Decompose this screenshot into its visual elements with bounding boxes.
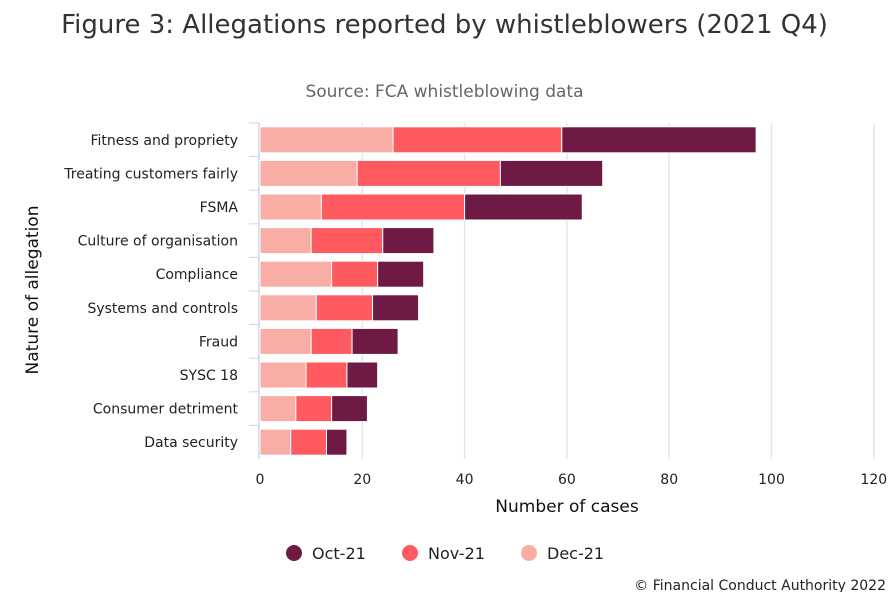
x-tick-label: 120 [860,472,887,488]
x-axis-label: Number of cases [495,497,639,517]
bar-dec-21 [259,159,358,187]
chart-subtitle: Source: FCA whistleblowing data [305,82,584,102]
bar-oct-21 [561,126,757,154]
bar-oct-21 [331,395,368,423]
bar-oct-21 [464,193,583,221]
legend-marker [286,545,302,561]
bar-dec-21 [259,361,307,389]
bar-dec-21 [259,294,317,322]
legend-label: Oct-21 [312,544,366,563]
y-tick-label: Data security [144,435,238,451]
bar-nov-21 [290,428,327,456]
chart-title: Figure 3: Allegations reported by whistl… [61,10,828,40]
x-tick-label: 80 [660,472,678,488]
bar-nov-21 [295,395,333,423]
bar-dec-21 [259,126,394,154]
y-axis-label: Nature of allegation [23,206,43,375]
bar-oct-21 [325,428,348,456]
y-tick-label: Systems and controls [87,301,238,317]
y-tick-label: FSMA [200,200,239,216]
y-tick-label: SYSC 18 [180,368,238,384]
bar-dec-21 [259,260,333,288]
x-tick-label: 20 [353,472,371,488]
bar-dec-21 [259,193,322,221]
bar-nov-21 [392,126,563,154]
bar-dec-21 [259,428,292,456]
x-tick-label: 100 [758,472,785,488]
x-tick-label: 60 [558,472,576,488]
y-tick-label: Fitness and propriety [90,133,238,149]
legend-label: Dec-21 [547,544,604,563]
bar-nov-21 [356,159,501,187]
legend-label: Nov-21 [428,544,485,563]
y-tick-label: Culture of organisation [78,234,238,250]
bar-dec-21 [259,327,312,355]
y-tick-label: Treating customers fairly [63,166,238,182]
bar-oct-21 [351,327,399,355]
y-tick-label: Compliance [156,267,238,283]
bar-oct-21 [499,159,604,187]
bar-nov-21 [320,193,466,221]
legend-marker [521,545,537,561]
bar-dec-21 [259,395,297,423]
bar-nov-21 [310,327,353,355]
bar-nov-21 [305,361,348,389]
bar-nov-21 [310,227,384,255]
y-tick-label: Fraud [199,334,238,350]
x-tick-label: 40 [456,472,474,488]
y-tick-label: Consumer detriment [93,402,239,418]
bar-oct-21 [372,294,420,322]
legend-marker [402,545,418,561]
bar-dec-21 [259,227,312,255]
bar-nov-21 [331,260,379,288]
x-tick-label: 0 [256,472,265,488]
copyright: © Financial Conduct Authority 2022 [634,578,886,592]
bar-oct-21 [377,260,425,288]
bar-nov-21 [315,294,374,322]
bar-oct-21 [382,227,435,255]
bar-oct-21 [346,361,379,389]
